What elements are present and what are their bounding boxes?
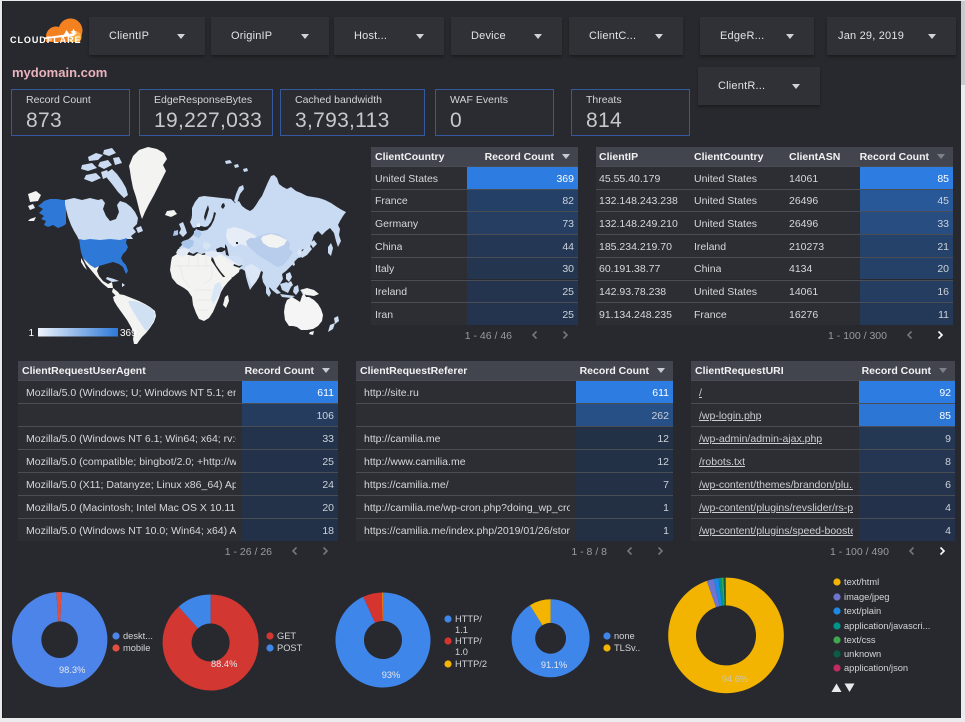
svg-text:application/json: application/json <box>844 663 908 673</box>
svg-text:unknown: unknown <box>844 649 881 659</box>
svg-text:1.1: 1.1 <box>455 625 468 635</box>
svg-text:text/css: text/css <box>844 635 876 645</box>
svg-text:mobile: mobile <box>123 643 150 653</box>
svg-text:91.1%: 91.1% <box>541 660 567 670</box>
svg-text:POST: POST <box>277 643 303 653</box>
svg-text:98.3%: 98.3% <box>59 665 85 675</box>
svg-text:1: 1 <box>28 328 34 339</box>
svg-text:deskt...: deskt... <box>123 631 153 641</box>
svg-text:94.6%: 94.6% <box>722 674 748 684</box>
svg-text:1.0: 1.0 <box>455 647 468 657</box>
svg-text:application/javascri...: application/javascri... <box>844 621 930 631</box>
svg-text:text/html: text/html <box>844 577 879 587</box>
svg-text:none: none <box>614 631 635 641</box>
svg-text:93%: 93% <box>382 670 401 680</box>
svg-text:369: 369 <box>120 328 137 339</box>
svg-text:HTTP/: HTTP/ <box>455 614 482 624</box>
svg-text:text/plain: text/plain <box>844 606 881 616</box>
svg-text:HTTP/: HTTP/ <box>455 636 482 646</box>
svg-text:88.4%: 88.4% <box>211 659 237 669</box>
svg-text:HTTP/2: HTTP/2 <box>455 659 487 669</box>
svg-text:image/jpeg: image/jpeg <box>844 592 889 602</box>
svg-text:GET: GET <box>277 631 296 641</box>
svg-text:TLSv..: TLSv.. <box>614 643 640 653</box>
